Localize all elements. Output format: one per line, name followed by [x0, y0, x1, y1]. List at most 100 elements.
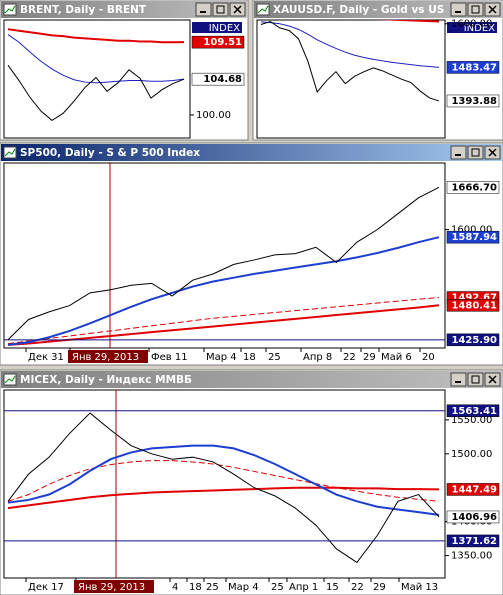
- price-tag: [446, 483, 500, 496]
- button-glyph: [216, 5, 225, 14]
- axis-header-box: [192, 22, 242, 33]
- axis-header: INDEX: [464, 23, 495, 34]
- moving-average: [260, 21, 440, 68]
- x-tick-label: Фев 11: [151, 352, 188, 363]
- x-tick-label: 25: [206, 582, 219, 593]
- window-button[interactable]: [450, 145, 467, 160]
- price-tag-label: 1425.90: [451, 335, 497, 346]
- x-tick-label: 25: [268, 352, 281, 363]
- axis-header-box: [447, 22, 497, 33]
- price-tag: [446, 534, 500, 548]
- price-line: [260, 20, 440, 102]
- x-tick-label: 4: [172, 582, 178, 593]
- x-tick-label: Мар 4: [228, 582, 259, 593]
- button-glyph: [488, 148, 497, 157]
- button-glyph: [488, 5, 497, 14]
- window-button[interactable]: [467, 145, 484, 160]
- price-tag: [446, 230, 500, 244]
- window-title: XAUUSD.F, Daily - Gold vs US: [273, 4, 444, 16]
- y-tick-label: 1600.00: [451, 225, 492, 236]
- window-title: BRENT, Daily - BRENT: [20, 4, 147, 16]
- x-tick-label: 22: [343, 352, 356, 363]
- window-button[interactable]: [450, 2, 467, 17]
- window-button[interactable]: [195, 2, 212, 17]
- x-tick-label: Дек 17: [28, 582, 64, 593]
- title-bar: [1, 144, 502, 161]
- button-glyph: [233, 5, 242, 14]
- title-bar: [254, 1, 502, 18]
- moving-average: [7, 444, 440, 516]
- x-tick-label: Апр 8: [303, 352, 332, 363]
- window-icon-line: [4, 148, 16, 157]
- y-tick-label: 1500.00: [451, 449, 492, 460]
- button-glyph: [471, 5, 480, 14]
- x-tick-label: 29: [363, 352, 376, 363]
- axis-header: INDEX: [209, 23, 240, 34]
- y-tick-label: 100.00: [196, 110, 231, 121]
- price-line: [7, 186, 440, 341]
- cursor-date-box: [74, 580, 154, 593]
- x-tick-label: Дек 31: [28, 352, 64, 363]
- price-tag-label: 104.68: [203, 74, 242, 85]
- title-bar: [1, 1, 247, 18]
- cursor-date: Янв 29, 2013: [72, 352, 139, 363]
- button-glyph: [471, 148, 480, 157]
- x-tick-label: 15: [326, 582, 339, 593]
- window-icon-line: [257, 5, 269, 14]
- price-tag: [446, 299, 500, 312]
- moving-average: [376, 20, 440, 23]
- price-tag-label: 1563.41: [451, 406, 497, 417]
- price-tag-label: 1406.96: [451, 512, 497, 523]
- price-tag-label: 1371.62: [451, 536, 497, 547]
- button-glyph: [471, 375, 480, 384]
- price-tag-label: 1393.88: [451, 96, 497, 107]
- price-tag-label: 1480.41: [451, 300, 497, 311]
- window-button[interactable]: [467, 372, 484, 387]
- plot-area: [3, 162, 446, 349]
- window-button[interactable]: [450, 372, 467, 387]
- y-tick-label: 1550.00: [451, 415, 492, 426]
- y-tick-label: 1600.00: [451, 19, 492, 30]
- x-tick-label: 22: [351, 582, 364, 593]
- price-tag: [446, 333, 500, 347]
- moving-average: [7, 460, 440, 502]
- price-tag: [191, 35, 245, 49]
- price-tag-label: 1492.67: [451, 293, 497, 304]
- y-tick-label: 1350.00: [451, 551, 492, 562]
- x-tick-label: 18: [243, 352, 256, 363]
- moving-average: [7, 236, 440, 346]
- price-tag-label: 109.51: [203, 37, 242, 48]
- price-tag-label: 1447.49: [451, 484, 497, 495]
- price-line: [7, 412, 440, 564]
- moving-average: [7, 34, 185, 84]
- x-tick-label: 29: [373, 582, 386, 593]
- window-button[interactable]: [467, 2, 484, 17]
- moving-average: [7, 304, 440, 346]
- price-tag: [446, 61, 500, 74]
- price-tag-label: 1483.47: [451, 62, 497, 73]
- price-tag-label: 1587.94: [451, 232, 497, 243]
- window-icon-line: [4, 375, 16, 384]
- plot-area: [3, 389, 446, 579]
- x-tick-label: Мар 4: [206, 352, 237, 363]
- x-tick-label: Апр 1: [289, 582, 318, 593]
- x-tick-label: Май 13: [401, 582, 438, 593]
- x-tick-label: Май 6: [381, 352, 412, 363]
- price-tag: [446, 404, 500, 418]
- title-bar: [1, 371, 502, 388]
- moving-average: [7, 486, 440, 510]
- window-icon-line: [4, 5, 16, 14]
- price-tag: [446, 94, 500, 108]
- price-line: [7, 64, 185, 121]
- window-title: MICEX, Daily - Индекс ММВБ: [20, 374, 192, 386]
- window-title: SP500, Daily - S & P 500 Index: [20, 147, 200, 159]
- x-tick-label: 25: [271, 582, 284, 593]
- button-glyph: [488, 375, 497, 384]
- moving-average: [7, 28, 185, 44]
- price-tag: [446, 181, 500, 194]
- price-tag-label: 1666.70: [451, 182, 497, 193]
- window-button[interactable]: [212, 2, 229, 17]
- x-tick-label: 18: [189, 582, 202, 593]
- cursor-date: Янв 29, 2013: [78, 582, 145, 593]
